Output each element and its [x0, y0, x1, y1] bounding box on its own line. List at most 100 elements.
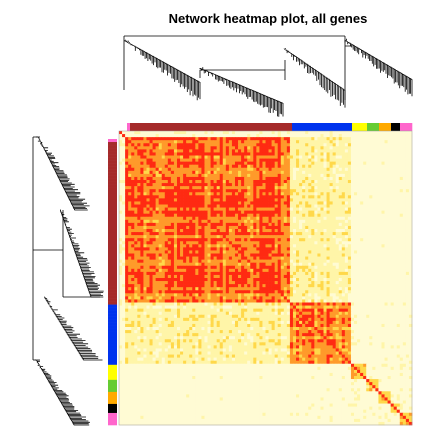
heatmap-cell	[253, 176, 257, 181]
heatmap-cell	[228, 201, 233, 205]
heatmap-cell	[198, 274, 202, 279]
heatmap-cell	[122, 210, 126, 215]
heatmap-cell	[366, 247, 370, 251]
heatmap-cell	[314, 140, 318, 144]
heatmap-cell	[350, 164, 355, 169]
heatmap-cell	[216, 278, 221, 282]
heatmap-cell	[323, 180, 327, 184]
heatmap-cell	[354, 278, 358, 282]
module-color-segment	[108, 307, 117, 311]
heatmap-cell	[384, 170, 388, 175]
heatmap-cell	[170, 216, 175, 221]
heatmap-cell	[122, 140, 126, 144]
heatmap-cell	[173, 207, 178, 211]
heatmap-cell	[180, 183, 184, 187]
heatmap-cell	[244, 274, 248, 279]
heatmap-cell	[366, 195, 370, 199]
heatmap-cell	[164, 180, 169, 184]
left-dendrogram	[32, 136, 104, 426]
heatmap-cell	[366, 274, 370, 279]
heatmap-cell	[360, 164, 364, 169]
module-color-segment	[316, 123, 320, 131]
heatmap-cell	[183, 201, 187, 205]
heatmap-cell	[271, 238, 275, 242]
heatmap-cell	[335, 281, 340, 285]
heatmap-cell	[164, 253, 169, 257]
heatmap-cell	[183, 180, 187, 184]
heatmap-cell	[381, 268, 385, 273]
heatmap-cell	[280, 170, 285, 175]
heatmap-cell	[238, 183, 242, 187]
heatmap-cell	[216, 146, 221, 150]
heatmap-cell	[231, 161, 236, 166]
heatmap-cell	[213, 213, 218, 218]
heatmap-cell	[305, 222, 309, 227]
heatmap-cell	[250, 152, 254, 156]
heatmap-cell	[152, 213, 156, 218]
heatmap-cell	[128, 225, 132, 230]
heatmap-cell	[308, 268, 312, 273]
heatmap-cell	[164, 143, 169, 147]
heatmap-cell	[167, 244, 172, 248]
heatmap-cell	[308, 186, 312, 190]
heatmap-cell	[146, 256, 150, 260]
heatmap-cell	[231, 207, 236, 211]
heatmap-cell	[180, 170, 184, 175]
heatmap-cell	[207, 146, 211, 150]
heatmap-cell	[396, 152, 401, 156]
heatmap-cell	[350, 201, 355, 205]
heatmap-cell	[366, 250, 370, 254]
heatmap-cell	[366, 278, 370, 282]
heatmap-cell	[231, 225, 236, 230]
heatmap-cell	[201, 244, 205, 248]
heatmap-cell	[244, 183, 248, 187]
heatmap-cell	[344, 134, 349, 138]
heatmap-cell	[225, 180, 230, 184]
heatmap-cell	[296, 186, 300, 190]
heatmap-cell	[369, 213, 373, 218]
heatmap-cell	[250, 134, 254, 138]
heatmap-cell	[128, 173, 132, 178]
heatmap-cell	[250, 259, 254, 264]
heatmap-cell	[158, 265, 163, 270]
heatmap-cell	[119, 176, 123, 181]
heatmap-cell	[302, 219, 306, 224]
heatmap-cell	[198, 238, 202, 242]
heatmap-cell	[302, 183, 306, 187]
heatmap-cell	[216, 176, 221, 181]
module-color-segment	[108, 268, 117, 272]
heatmap-cell	[265, 195, 269, 199]
heatmap-cell	[247, 247, 251, 251]
heatmap-cell	[238, 146, 242, 150]
heatmap-cell	[149, 198, 153, 202]
heatmap-cell	[280, 207, 285, 211]
heatmap-cell	[402, 265, 407, 270]
heatmap-cell	[173, 281, 178, 285]
dendrogram-branch	[32, 136, 100, 361]
heatmap-cell	[277, 140, 282, 144]
heatmap-cell	[195, 155, 199, 159]
heatmap-cell	[173, 219, 178, 224]
heatmap-cell	[152, 222, 156, 227]
heatmap-cell	[305, 140, 309, 144]
heatmap-cell	[396, 241, 401, 245]
heatmap-cell	[128, 278, 132, 282]
heatmap-cell	[384, 216, 388, 221]
heatmap-cell	[271, 152, 275, 156]
heatmap-cell	[283, 149, 288, 153]
heatmap-cell	[378, 222, 382, 227]
heatmap-cell	[225, 152, 230, 156]
heatmap-cell	[189, 216, 193, 221]
heatmap-cell	[207, 244, 211, 248]
heatmap-cell	[350, 158, 355, 162]
heatmap-cell	[241, 250, 245, 254]
heatmap-cell	[405, 180, 410, 184]
heatmap-cell	[323, 137, 327, 141]
heatmap-cell	[241, 229, 245, 233]
heatmap-cell	[265, 222, 269, 227]
heatmap-cell	[170, 278, 175, 282]
heatmap-cell	[231, 235, 236, 239]
heatmap-cell	[241, 256, 245, 260]
heatmap-cell	[253, 216, 257, 221]
heatmap-cell	[155, 164, 160, 169]
